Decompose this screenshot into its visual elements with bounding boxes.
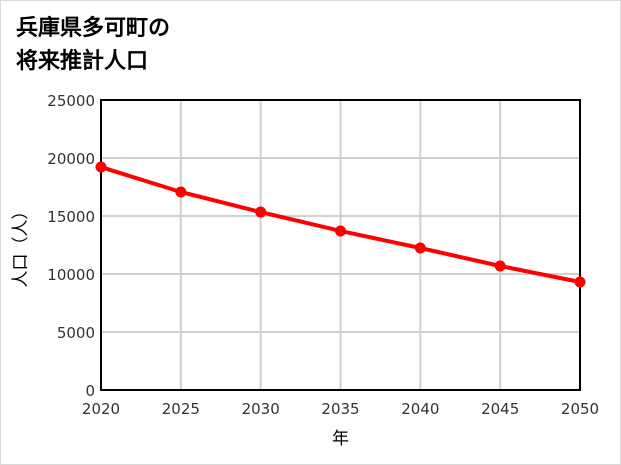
x-tick-label: 2045	[481, 400, 519, 418]
x-tick-label: 2035	[321, 400, 359, 418]
y-tick-label: 20000	[47, 150, 95, 168]
y-tick-label: 10000	[47, 266, 95, 284]
x-tick-label: 2040	[401, 400, 439, 418]
data-point-marker	[255, 206, 267, 218]
y-axis-label: 人口（人）	[11, 203, 31, 288]
data-point-marker	[494, 260, 506, 272]
y-tick-label: 25000	[47, 92, 95, 110]
y-tick-label: 15000	[47, 208, 95, 226]
chart-title-line1: 兵庫県多可町の	[16, 16, 171, 41]
y-tick-label: 0	[85, 382, 95, 400]
y-tick-label: 5000	[57, 324, 95, 342]
data-point-marker	[574, 276, 586, 288]
chart-title: 兵庫県多可町の 将来推計人口	[16, 12, 170, 78]
plot-area-border	[100, 99, 581, 391]
data-point-marker	[414, 242, 426, 254]
chart-title-line2: 将来推計人口	[16, 49, 149, 74]
data-point-marker	[335, 225, 346, 237]
x-tick-label: 2050	[561, 400, 599, 418]
x-tick-label: 2025	[162, 400, 200, 418]
data-point-marker	[95, 161, 107, 173]
x-tick-label: 2030	[242, 400, 280, 418]
x-axis-label: 年	[332, 429, 349, 449]
x-tick-label: 2020	[82, 400, 120, 418]
data-point-marker	[175, 186, 187, 198]
